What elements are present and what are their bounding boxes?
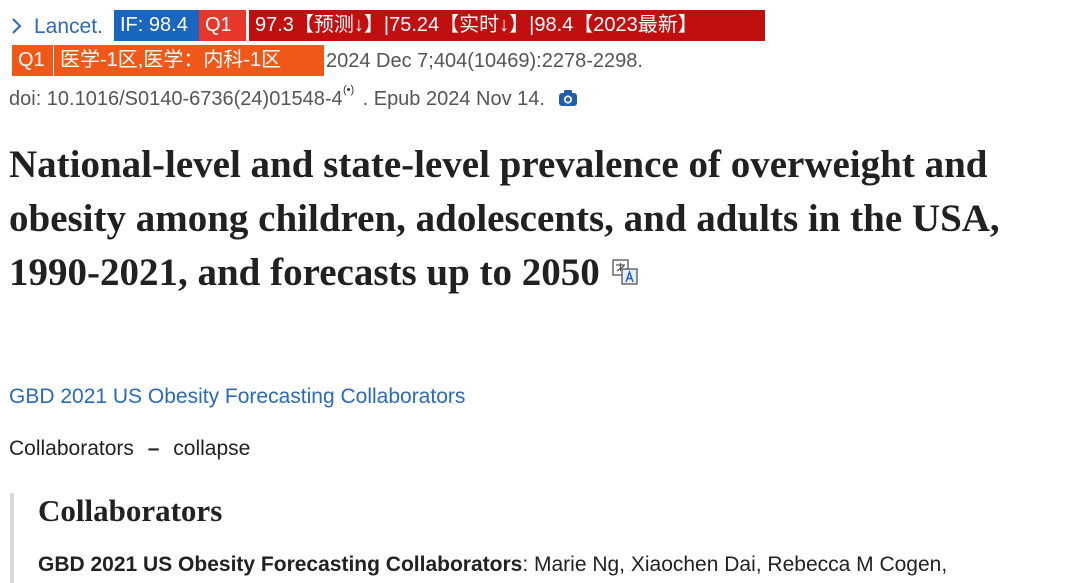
citation: 2024 Dec 7;404(10469):2278-2298. bbox=[326, 50, 643, 72]
quartile-badge[interactable]: Q1 bbox=[199, 10, 246, 41]
if-badge[interactable]: IF: 98.4 bbox=[114, 10, 200, 41]
journal-link[interactable]: Lancet. bbox=[34, 15, 103, 38]
translate-icon[interactable] bbox=[610, 257, 640, 287]
quote-border bbox=[10, 493, 14, 583]
journal-chevron bbox=[12, 18, 22, 34]
camera-icon[interactable] bbox=[557, 88, 579, 108]
doi[interactable]: doi: 10.1016/S0140-6736(24)01548-4 bbox=[9, 88, 343, 110]
collaborators-toggle: Collaborators – collapse bbox=[9, 434, 250, 464]
toggle-action[interactable]: collapse bbox=[173, 437, 251, 460]
cas-quartile-badge[interactable]: Q1 bbox=[12, 45, 53, 76]
cas-zone-badge[interactable]: 医学-1区,医学：内科-1区 bbox=[54, 45, 324, 76]
article-title: National-level and state-level prevalenc… bbox=[9, 138, 1071, 300]
collaborators-group: GBD 2021 US Obesity Forecasting Collabor… bbox=[38, 553, 523, 576]
free-icon: (•) bbox=[343, 84, 354, 96]
svg-text:(•): (•) bbox=[343, 84, 354, 96]
authors-link[interactable]: GBD 2021 US Obesity Forecasting Collabor… bbox=[9, 385, 466, 408]
epub: . Epub 2024 Nov 14. bbox=[362, 88, 545, 110]
toggle-label: Collaborators bbox=[9, 437, 134, 460]
collaborators-heading: Collaborators bbox=[38, 493, 223, 528]
title-text: National-level and state-level prevalenc… bbox=[9, 143, 1000, 294]
collaborators-list: GBD 2021 US Obesity Forecasting Collabor… bbox=[38, 550, 947, 580]
doi-line: doi: 10.1016/S0140-6736(24)01548-4 (•) . E… bbox=[9, 83, 579, 113]
toggle-dash: – bbox=[147, 437, 160, 460]
collaborators-members: : Marie Ng, Xiaochen Dai, Rebecca M Coge… bbox=[522, 553, 948, 576]
score-badge[interactable]: 97.3【预测↓】|75.24【实时↓】|98.4【2023最新】 bbox=[249, 10, 765, 41]
